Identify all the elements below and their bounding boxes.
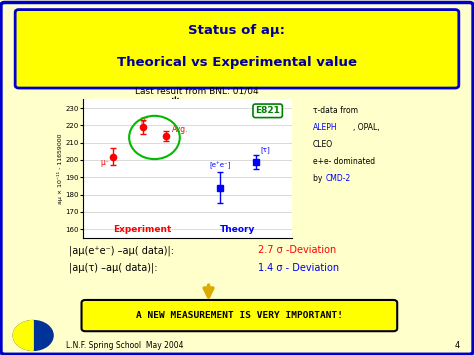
Text: μ⁻: μ⁻ <box>100 158 109 167</box>
Text: ALEPH: ALEPH <box>313 122 337 132</box>
Text: Last result from BNL: 01/04: Last result from BNL: 01/04 <box>135 86 259 95</box>
Text: |aμ(e⁺e⁻) –aμ( data)|:: |aμ(e⁺e⁻) –aμ( data)|: <box>69 245 177 256</box>
Text: A NEW MEASUREMENT IS VERY IMPORTANT!: A NEW MEASUREMENT IS VERY IMPORTANT! <box>136 311 343 320</box>
Text: E821: E821 <box>255 106 280 115</box>
Text: 1.4 σ - Deviation: 1.4 σ - Deviation <box>258 263 339 273</box>
Wedge shape <box>13 321 33 350</box>
Text: Avg.: Avg. <box>173 125 189 134</box>
Text: Theory: Theory <box>220 224 255 234</box>
Text: L.N.F. Spring School  May 2004: L.N.F. Spring School May 2004 <box>66 340 184 350</box>
Text: |aμ(τ) –aμ( data)|:: |aμ(τ) –aμ( data)|: <box>69 263 160 273</box>
FancyBboxPatch shape <box>15 10 459 88</box>
Text: 4: 4 <box>455 340 460 350</box>
Circle shape <box>13 321 53 350</box>
Text: CLEO: CLEO <box>313 140 333 149</box>
Text: Status of aμ:: Status of aμ: <box>189 24 285 37</box>
Text: [τ]: [τ] <box>260 146 270 153</box>
Text: μ⁺: μ⁺ <box>140 115 149 124</box>
Text: Experiment: Experiment <box>113 224 172 234</box>
Text: by: by <box>313 174 325 183</box>
Text: τ-data from: τ-data from <box>313 105 358 115</box>
Y-axis label: aμ × 10⁻¹¹ - 11659000: aμ × 10⁻¹¹ - 11659000 <box>56 133 63 204</box>
Text: e+e- dominated: e+e- dominated <box>313 157 375 166</box>
Text: [e⁺e⁻]: [e⁺e⁻] <box>209 161 231 169</box>
FancyBboxPatch shape <box>82 300 397 331</box>
Text: CMD-2: CMD-2 <box>326 174 351 183</box>
Text: 2.7 σ -Deviation: 2.7 σ -Deviation <box>258 245 337 255</box>
Text: , OPAL,: , OPAL, <box>353 122 380 132</box>
Text: Theorical vs Experimental value: Theorical vs Experimental value <box>117 56 357 69</box>
